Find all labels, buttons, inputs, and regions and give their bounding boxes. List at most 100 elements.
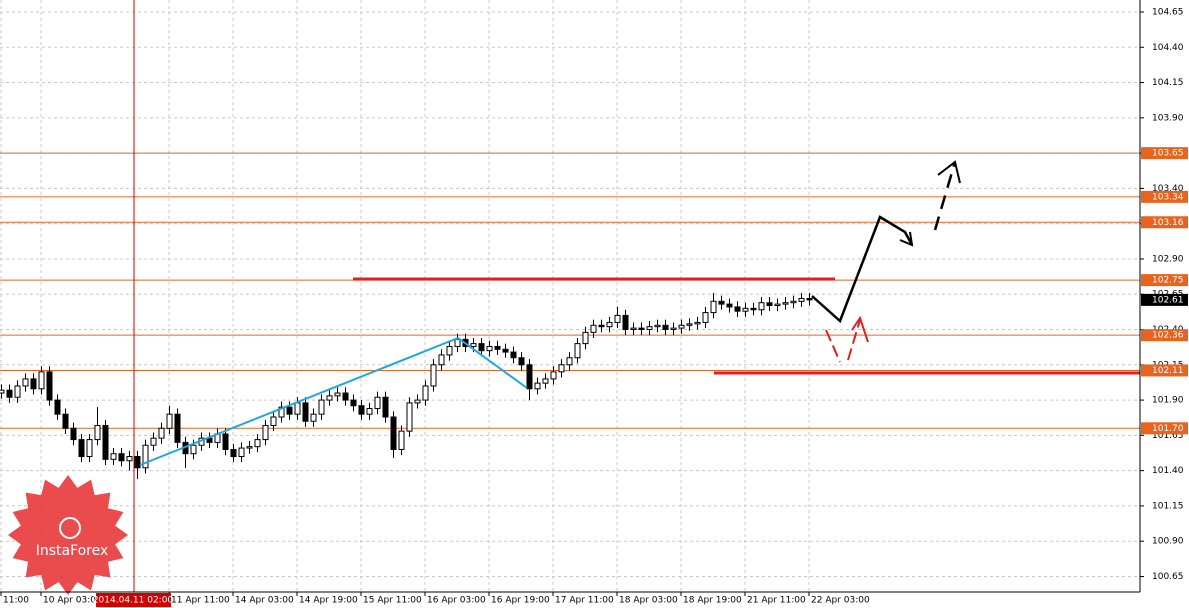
candle-body <box>230 448 237 458</box>
arrow-head <box>937 160 961 184</box>
candle-body <box>382 396 389 418</box>
candle-body <box>270 416 277 426</box>
candle-body <box>470 343 477 347</box>
x-tick-label: 16 Apr 19:00 <box>491 596 550 606</box>
y-tick-label: 103.90 <box>1152 113 1184 123</box>
candle-body <box>798 297 805 302</box>
candle-body <box>598 324 605 328</box>
candle-body <box>590 324 597 333</box>
candle-body <box>742 307 749 312</box>
candle-body <box>14 385 21 398</box>
crosshair-label-box <box>96 593 171 607</box>
x-tick-label: 11 Apr 11:00 <box>171 596 230 606</box>
candle-body <box>22 378 29 387</box>
level-label-box <box>1141 364 1188 377</box>
x-tick-label: 10 Apr 03:00 <box>43 596 102 606</box>
x-tick-label: 16 Apr 03:00 <box>427 596 486 606</box>
candle-body <box>278 406 285 418</box>
level-label: 101.70 <box>1152 424 1184 434</box>
x-tick-label: 17 Apr 11:00 <box>555 596 614 606</box>
candle-body <box>342 392 349 401</box>
candle-body <box>718 300 725 305</box>
candle-body <box>0 389 5 394</box>
candle-body <box>406 402 413 432</box>
candle-body <box>766 302 773 307</box>
candle-body <box>142 444 149 469</box>
candle-body <box>350 399 357 407</box>
x-tick-label: 21 Apr 11:00 <box>747 596 806 606</box>
candle-body <box>6 389 13 398</box>
level-label-box <box>1141 216 1188 229</box>
candle-body <box>414 399 421 404</box>
candle-body <box>486 345 493 352</box>
candle-body <box>670 327 677 331</box>
candle-body <box>174 413 181 443</box>
candle-body <box>702 312 709 323</box>
candle-body <box>494 345 501 350</box>
x-tick-label: 18 Apr 03:00 <box>619 596 678 606</box>
candle-body <box>374 396 381 410</box>
candle-body <box>38 371 45 390</box>
y-tick-label: 104.40 <box>1152 43 1184 53</box>
drawings <box>139 160 1140 466</box>
candle-body <box>678 324 685 329</box>
level-label: 102.36 <box>1152 331 1184 341</box>
logo-badge <box>8 475 128 595</box>
level-label: 103.34 <box>1152 192 1184 202</box>
crosshair-label: 2014.04.11 02:00 <box>93 596 174 606</box>
candle-body <box>750 307 757 311</box>
candle-body <box>366 408 373 415</box>
x-tick-label: 14 Apr 03:00 <box>235 596 294 606</box>
y-tick-label: 101.15 <box>1152 501 1184 511</box>
candle-body <box>126 456 133 462</box>
candle-body <box>774 303 781 307</box>
candle-body <box>326 395 333 401</box>
y-tick-label: 103.40 <box>1152 184 1184 194</box>
alt-path <box>825 329 841 363</box>
candle-body <box>422 385 429 401</box>
candle-body <box>614 314 621 323</box>
candle-body <box>30 378 37 390</box>
candle-body <box>390 416 397 450</box>
candle-body <box>246 446 253 449</box>
candle-body <box>318 399 325 415</box>
y-tick-label: 101.65 <box>1152 431 1184 441</box>
y-tick-label: 100.65 <box>1152 572 1184 582</box>
level-label-box <box>1141 422 1188 435</box>
y-tick-label: 101.40 <box>1152 466 1184 476</box>
candle-body <box>502 348 509 353</box>
candle-body <box>158 427 165 439</box>
candle-body <box>190 444 197 455</box>
candle-body <box>582 331 589 345</box>
level-label-box <box>1141 329 1188 342</box>
candle-body <box>294 402 301 415</box>
candle-body <box>686 323 693 326</box>
candle-body <box>758 302 765 311</box>
candle-body <box>70 427 77 441</box>
candle-body <box>166 413 173 429</box>
y-tick-label: 104.15 <box>1152 78 1184 88</box>
x-tick-label: 11:00 <box>3 596 29 606</box>
arrow-head <box>899 231 914 247</box>
logo-icon <box>59 517 81 539</box>
x-tick-label: 18 Apr 19:00 <box>683 596 742 606</box>
candle-body <box>86 439 93 458</box>
candle-body <box>358 405 365 415</box>
alt-path <box>847 319 861 361</box>
candle-body <box>526 364 533 390</box>
candle-body <box>638 327 645 331</box>
axes: 104.65104.40104.15103.90103.65103.40103.… <box>0 7 1188 606</box>
arrow-head <box>851 315 869 343</box>
current-price-box <box>1141 293 1188 306</box>
candle-body <box>734 306 741 312</box>
candle-body <box>694 321 701 325</box>
candle-body <box>62 413 69 429</box>
candle-body <box>454 338 461 347</box>
level-label-box <box>1141 274 1188 287</box>
candle-body <box>78 439 85 458</box>
current-price-label: 102.61 <box>1152 295 1184 305</box>
candle-body <box>334 392 341 397</box>
level-label: 102.11 <box>1152 366 1184 376</box>
candle-body <box>534 382 541 390</box>
